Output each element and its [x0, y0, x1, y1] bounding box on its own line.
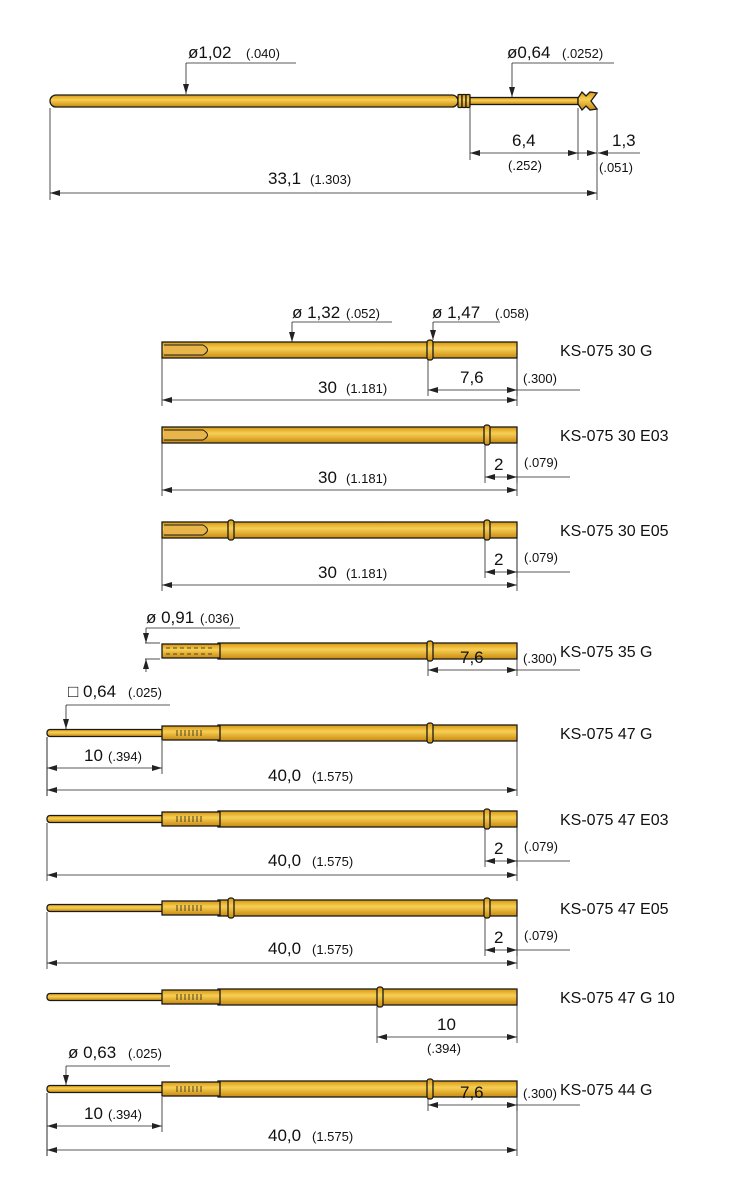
- tip-size-label: ø 0,63: [68, 1043, 116, 1062]
- plunger-body: [49, 94, 459, 108]
- ring-position-inch-label: (.079): [524, 455, 558, 470]
- head-diameter-inch-label: (.036): [200, 611, 234, 626]
- tip-length-inch-label: (.394): [108, 1107, 142, 1122]
- ring-position-label: 7,6: [460, 1083, 484, 1102]
- length-label: 30: [318, 378, 337, 397]
- tip-diameter-inch-label: (.0252): [562, 46, 603, 61]
- body-diameter-inch-label: (.052): [346, 306, 380, 321]
- tip-length-label: 6,4: [512, 131, 536, 150]
- length-label: 30: [318, 563, 337, 582]
- slotted-head: [164, 344, 208, 356]
- ring-position-inch-label: (.394): [427, 1041, 461, 1056]
- receptacle-tip: [46, 992, 166, 1002]
- receptacle-body: [161, 426, 518, 444]
- tip-length-inch-label: (.394): [108, 749, 142, 764]
- ring-position-inch-label: (.300): [523, 651, 557, 666]
- head-diameter-label: ø 0,91: [146, 608, 194, 627]
- receptacle-tip: [46, 903, 166, 913]
- receptacle-ring: [426, 640, 434, 662]
- ring-position-label: 10: [437, 1015, 456, 1034]
- total-length-inch-label: (1.303): [310, 172, 351, 187]
- receptacle-crimp: [161, 725, 221, 741]
- body-diameter-inch-label: (.040): [246, 46, 280, 61]
- crown-length-inch-label: (.051): [599, 160, 633, 175]
- length-inch-label: (1.181): [346, 381, 387, 396]
- model-label: KS-075 47 G: [560, 726, 653, 743]
- receptacle-ring: [426, 1078, 434, 1100]
- ring-position-label: 2: [494, 928, 503, 947]
- receptacle-ring: [426, 722, 434, 744]
- receptacle-ring: [483, 808, 491, 830]
- tip-size-label: □ 0,64: [68, 682, 116, 701]
- receptacle-body: [161, 341, 518, 359]
- receptacle-ring: [483, 424, 491, 446]
- length-inch-label: (1.575): [312, 1129, 353, 1144]
- receptacle-body: [217, 899, 518, 917]
- length-label: 40,0: [268, 851, 301, 870]
- body-diameter-label: ø1,02: [188, 43, 231, 62]
- tip-diameter-label: ø0,64: [507, 43, 550, 62]
- model-label: KS-075 44 G: [560, 1082, 653, 1099]
- length-inch-label: (1.181): [346, 471, 387, 486]
- tip-size-inch-label: (.025): [128, 1046, 162, 1061]
- ring-diameter-inch-label: (.058): [495, 306, 529, 321]
- crown-tip: [577, 90, 599, 112]
- length-inch-label: (1.575): [312, 942, 353, 957]
- receptacle-crimp: [161, 1081, 221, 1097]
- model-label: KS-075 47 E05: [560, 901, 669, 918]
- receptacle-tip: [46, 814, 166, 824]
- receptacle-crimp: [161, 811, 221, 827]
- length-label: 40,0: [268, 939, 301, 958]
- tip-length-inch-label: (.252): [508, 158, 542, 173]
- ring-position-inch-label: (.300): [523, 1086, 557, 1101]
- model-label: KS-075 47 G 10: [560, 990, 675, 1007]
- slotted-head: [164, 429, 208, 441]
- ring-position-label: 2: [494, 455, 503, 474]
- receptacle-ring: [483, 519, 491, 541]
- receptacle-ring: [483, 897, 491, 919]
- receptacle-body: [217, 810, 518, 828]
- tip-length-label: 10: [84, 1104, 103, 1123]
- model-label: KS-075 47 E03: [560, 812, 669, 829]
- length-inch-label: (1.575): [312, 854, 353, 869]
- receptacle-ring: [426, 339, 434, 361]
- length-label: 40,0: [268, 766, 301, 785]
- ring-diameter-label: ø 1,47: [432, 303, 480, 322]
- model-label: KS-075 30 G: [560, 343, 653, 360]
- ring-position-inch-label: (.079): [524, 928, 558, 943]
- tip-length-label: 10: [84, 746, 103, 765]
- model-label: KS-075 30 E05: [560, 523, 669, 540]
- ring-position-inch-label: (.300): [523, 371, 557, 386]
- length-inch-label: (1.575): [312, 769, 353, 784]
- model-label: KS-075 30 E03: [560, 428, 669, 445]
- receptacle-ring: [376, 986, 384, 1008]
- ring-position-label: 7,6: [460, 368, 484, 387]
- receptacle-body: [217, 988, 518, 1006]
- ring-position-label: 7,6: [460, 648, 484, 667]
- body-diameter-label: ø 1,32: [292, 303, 340, 322]
- ring-position-label: 2: [494, 550, 503, 569]
- plunger-tip-shaft: [469, 96, 579, 106]
- crown-length-label: 1,3: [612, 131, 636, 150]
- receptacle-head: [161, 643, 221, 659]
- ring-position-inch-label: (.079): [524, 550, 558, 565]
- length-inch-label: (1.181): [346, 566, 387, 581]
- model-label: KS-075 35 G: [560, 644, 653, 661]
- receptacle-tip: [46, 728, 166, 738]
- receptacle-ring: [227, 897, 235, 919]
- length-label: 40,0: [268, 1126, 301, 1145]
- slotted-head: [164, 524, 208, 536]
- receptacle-body: [217, 724, 518, 742]
- ring-position-label: 2: [494, 839, 503, 858]
- receptacle-body: [161, 521, 518, 539]
- ring-position-inch-label: (.079): [524, 839, 558, 854]
- receptacle-tip: [46, 1084, 166, 1094]
- receptacle-ring: [227, 519, 235, 541]
- total-length-label: 33,1: [268, 169, 301, 188]
- tip-size-inch-label: (.025): [128, 685, 162, 700]
- length-label: 30: [318, 468, 337, 487]
- receptacle-crimp: [161, 989, 221, 1005]
- receptacle-crimp: [161, 900, 221, 916]
